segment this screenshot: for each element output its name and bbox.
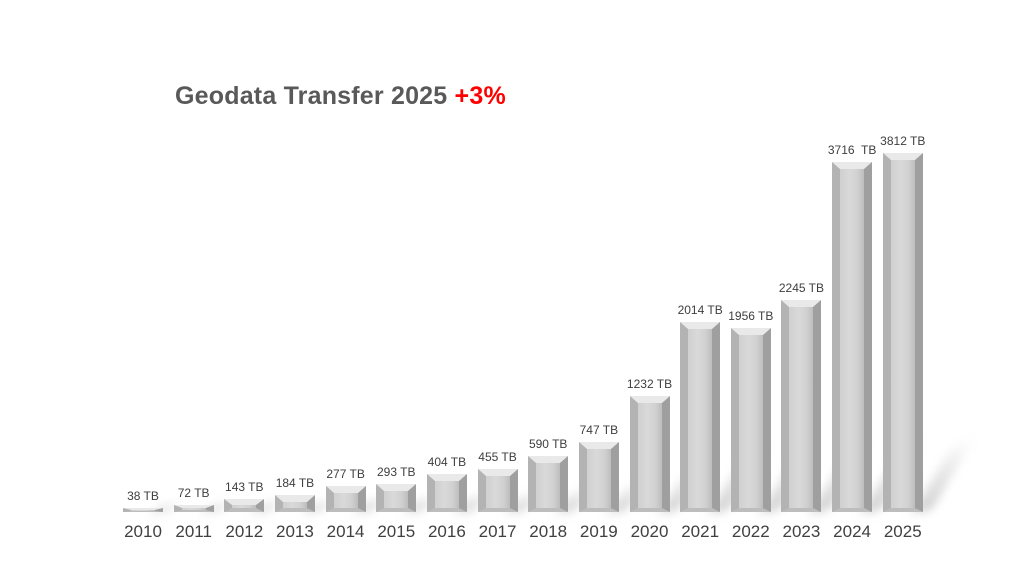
bar-2017 bbox=[477, 469, 518, 512]
bar-2025 bbox=[882, 153, 923, 512]
bar-2012 bbox=[224, 499, 265, 512]
value-label-2014: 277 TB bbox=[326, 467, 365, 481]
value-label-2018: 590 TB bbox=[528, 437, 568, 451]
x-tick-2020: 2020 bbox=[630, 522, 669, 541]
x-tick-2023: 2023 bbox=[782, 522, 821, 541]
bar-2010 bbox=[123, 508, 163, 512]
bar-2016 bbox=[426, 474, 467, 512]
value-label-2024: 3716 TB bbox=[827, 143, 877, 157]
bar-2014 bbox=[325, 486, 366, 512]
x-tick-2010: 2010 bbox=[124, 522, 162, 541]
x-tick-2012: 2012 bbox=[225, 522, 264, 541]
chart-title-highlight: +3% bbox=[454, 82, 506, 110]
value-label-2012: 143 TB bbox=[225, 480, 264, 494]
x-tick-2016: 2016 bbox=[427, 522, 466, 541]
bar-2019 bbox=[578, 442, 619, 512]
value-label-2013: 184 TB bbox=[275, 476, 315, 490]
bar-2011 bbox=[173, 505, 214, 512]
value-label-2019: 747 TB bbox=[579, 423, 619, 437]
x-tick-2019: 2019 bbox=[579, 522, 618, 541]
bar-2013 bbox=[274, 495, 315, 512]
value-label-2025: 3812 TB bbox=[880, 134, 926, 148]
bar-2023 bbox=[781, 300, 822, 512]
value-label-2020: 1232 TB bbox=[626, 377, 673, 391]
value-label-2023: 2245 TB bbox=[778, 281, 825, 295]
x-tick-2021: 2021 bbox=[681, 522, 720, 541]
chart-title: Geodata Transfer 2025 +3% bbox=[175, 82, 506, 111]
value-label-2021: 2014 TB bbox=[677, 303, 723, 317]
x-tick-2017: 2017 bbox=[478, 522, 517, 541]
bar-2020 bbox=[629, 396, 670, 512]
chart-title-main: Geodata Transfer 2025 bbox=[175, 82, 455, 110]
x-tick-2025: 2025 bbox=[883, 522, 922, 541]
value-label-2022: 1956 TB bbox=[728, 309, 774, 323]
value-label-2010: 38 TB bbox=[127, 489, 159, 503]
value-label-2017: 455 TB bbox=[478, 450, 517, 464]
bar-2024 bbox=[832, 162, 873, 512]
value-label-2015: 293 TB bbox=[377, 465, 416, 479]
x-tick-2024: 2024 bbox=[833, 522, 871, 541]
bar-2022 bbox=[730, 328, 771, 512]
x-tick-2018: 2018 bbox=[529, 522, 568, 541]
bar-2015 bbox=[376, 484, 417, 512]
bar-floor-shadow-2025 bbox=[912, 427, 980, 512]
x-tick-2011: 2011 bbox=[175, 522, 212, 541]
x-tick-2015: 2015 bbox=[377, 522, 416, 541]
x-tick-2022: 2022 bbox=[731, 522, 770, 541]
value-label-2016: 404 TB bbox=[427, 455, 467, 469]
bar-2021 bbox=[680, 322, 721, 512]
x-tick-2013: 2013 bbox=[276, 522, 314, 541]
bar-2018 bbox=[528, 456, 569, 512]
value-label-2011: 72 TB bbox=[177, 486, 210, 500]
x-tick-2014: 2014 bbox=[326, 522, 365, 541]
